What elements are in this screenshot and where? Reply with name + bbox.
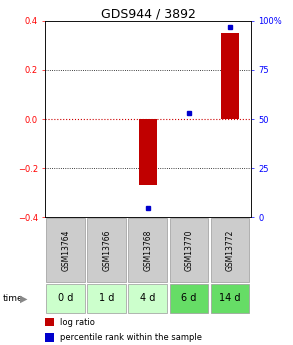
Bar [210, 218, 250, 282]
Text: percentile rank within the sample: percentile rank within the sample [60, 333, 202, 342]
Bar [87, 284, 127, 313]
Text: time: time [3, 294, 23, 303]
Bar [87, 218, 127, 282]
Bar [169, 284, 209, 313]
Bar [46, 218, 86, 282]
Text: ▶: ▶ [20, 294, 28, 303]
Bar [45, 333, 54, 342]
Bar [139, 119, 157, 185]
Bar [46, 284, 86, 313]
Text: log ratio: log ratio [60, 317, 95, 326]
Text: GSM13768: GSM13768 [144, 229, 152, 271]
Text: GSM13766: GSM13766 [103, 229, 111, 271]
Text: 0 d: 0 d [58, 294, 74, 303]
Text: 1 d: 1 d [99, 294, 115, 303]
Bar [128, 284, 168, 313]
Bar [221, 33, 239, 119]
Bar [45, 318, 54, 326]
Text: 4 d: 4 d [140, 294, 156, 303]
Text: GSM13772: GSM13772 [226, 229, 234, 271]
Bar [128, 218, 168, 282]
Text: 6 d: 6 d [181, 294, 197, 303]
Title: GDS944 / 3892: GDS944 / 3892 [100, 8, 195, 21]
Bar [169, 218, 209, 282]
Bar [210, 284, 250, 313]
Text: GSM13770: GSM13770 [185, 229, 193, 271]
Text: 14 d: 14 d [219, 294, 241, 303]
Text: GSM13764: GSM13764 [62, 229, 70, 271]
